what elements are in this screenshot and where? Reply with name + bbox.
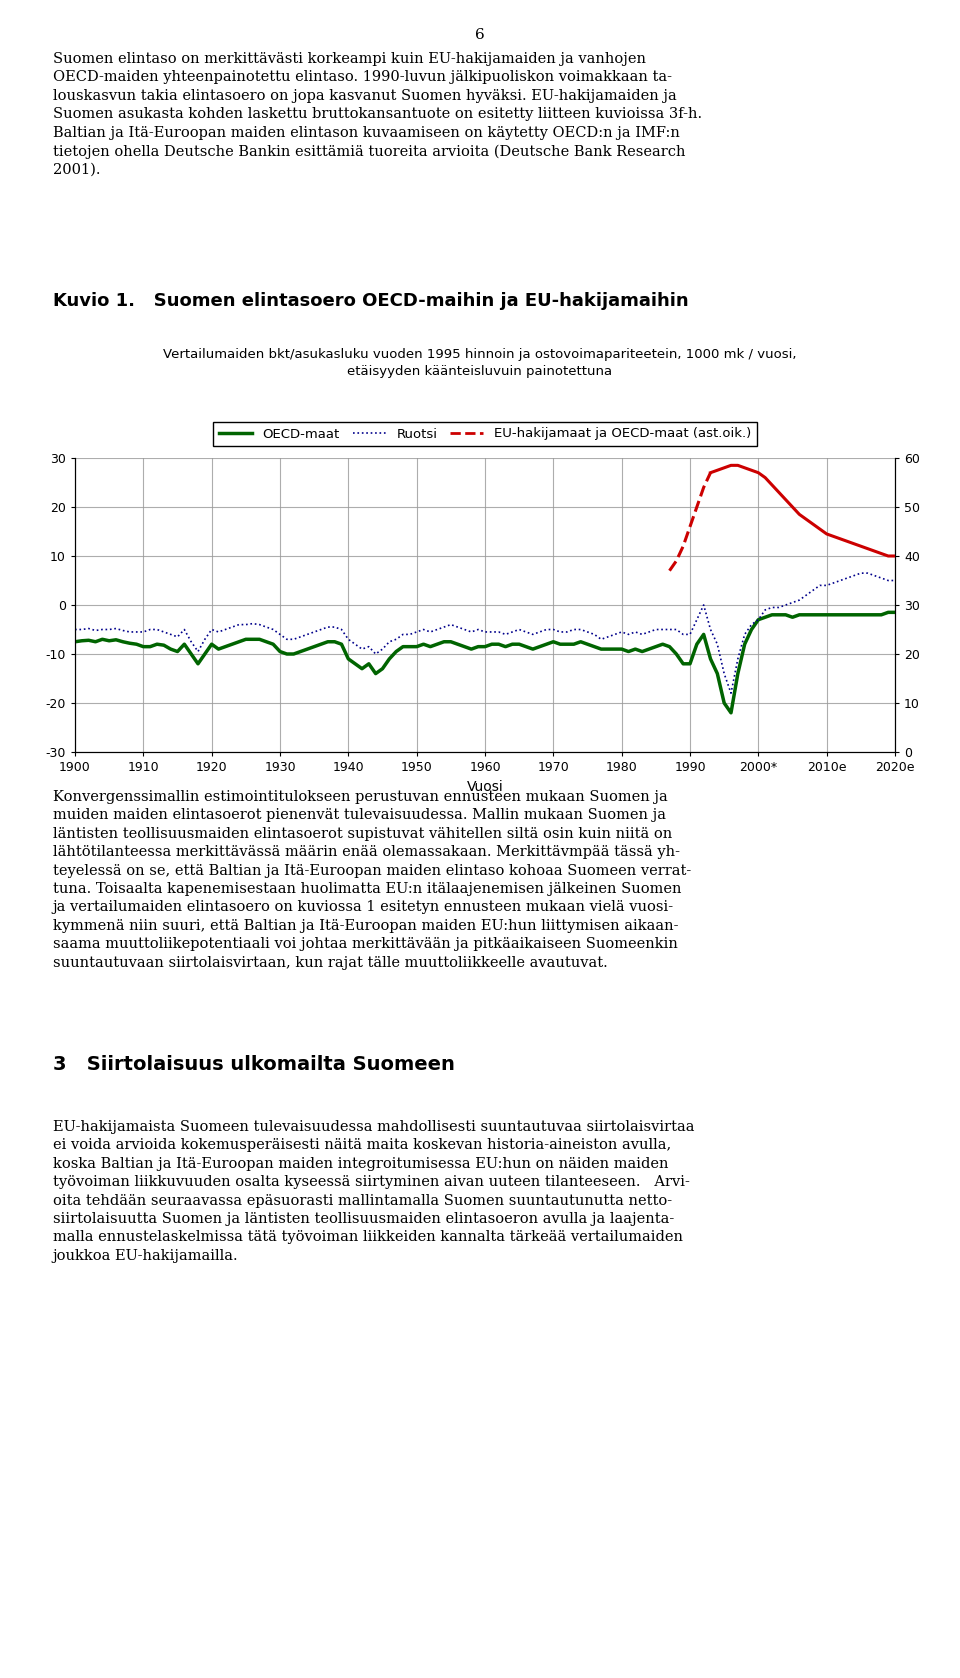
Legend: OECD-maat, Ruotsi, EU-hakijamaat ja OECD-maat (ast.oik.): OECD-maat, Ruotsi, EU-hakijamaat ja OECD… [213, 423, 756, 446]
Text: Suomen elintaso on merkittävästi korkeampi kuin EU-hakijamaiden ja vanhojen
OECD: Suomen elintaso on merkittävästi korkeam… [53, 52, 702, 176]
Text: Konvergenssimallin estimointitulokseen perustuvan ennusteen mukaan Suomen ja
mui: Konvergenssimallin estimointitulokseen p… [53, 790, 691, 970]
Text: Vertailumaiden bkt/asukasluku vuoden 1995 hinnoin ja ostovoimapariteetein, 1000 : Vertailumaiden bkt/asukasluku vuoden 199… [163, 347, 797, 378]
Text: 6: 6 [475, 29, 485, 42]
Text: Kuvio 1.   Suomen elintasoero OECD-maihin ja EU-hakijamaihin: Kuvio 1. Suomen elintasoero OECD-maihin … [53, 292, 688, 310]
Text: 3   Siirtolaisuus ulkomailta Suomeen: 3 Siirtolaisuus ulkomailta Suomeen [53, 1055, 455, 1074]
X-axis label: Vuosi: Vuosi [467, 780, 503, 794]
Text: EU-hakijamaista Suomeen tulevaisuudessa mahdollisesti suuntautuvaa siirtolaisvir: EU-hakijamaista Suomeen tulevaisuudessa … [53, 1119, 694, 1264]
